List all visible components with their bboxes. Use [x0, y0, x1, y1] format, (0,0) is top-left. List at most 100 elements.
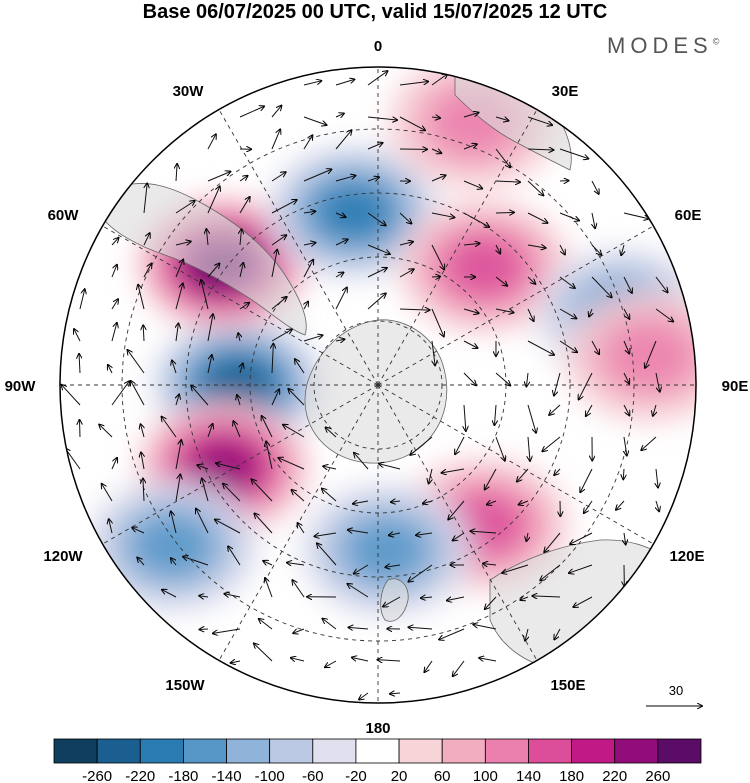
wind-vector — [240, 363, 243, 374]
wind-vector — [559, 148, 588, 159]
wind-vector — [464, 404, 466, 431]
wind-vector — [431, 74, 447, 86]
wind-vector — [359, 692, 369, 700]
wind-vector — [431, 212, 454, 217]
wind-vector — [79, 289, 85, 310]
wind-vector — [335, 213, 345, 217]
meridian-line — [377, 109, 538, 386]
wind-vector — [453, 660, 465, 676]
negative-anomaly-blob — [348, 520, 426, 580]
wind-vector — [200, 629, 209, 630]
wind-vector — [271, 389, 279, 406]
wind-vector — [655, 308, 673, 322]
colorbar-tick-label: 60 — [434, 768, 451, 783]
wind-vector — [623, 468, 624, 479]
wind-vector — [559, 276, 575, 288]
wind-vector — [367, 268, 387, 278]
colorbar-swatch — [484, 738, 529, 764]
wind-vector — [470, 531, 497, 533]
wind-vector — [239, 176, 248, 182]
wind-vector — [479, 658, 497, 661]
wind-vector — [367, 293, 386, 310]
brand-text: MODES — [607, 33, 713, 58]
wind-vector — [143, 264, 151, 278]
colorbar-tick-label: -180 — [168, 768, 198, 783]
wind-vector — [265, 578, 273, 598]
wind-vector — [559, 212, 579, 221]
meridian-line — [218, 384, 379, 661]
wind-vector — [240, 229, 242, 246]
wind-vector — [175, 283, 183, 310]
wind-vector — [353, 501, 369, 504]
wind-vector — [111, 299, 118, 310]
colorbar-swatch — [53, 738, 98, 764]
wind-vector — [431, 276, 440, 277]
wind-vector — [485, 596, 497, 609]
wind-vector — [424, 660, 433, 672]
wind-vector — [62, 385, 81, 406]
wind-vector — [570, 532, 593, 544]
wind-vector — [655, 372, 660, 392]
wind-vector — [399, 212, 411, 224]
colorbar-swatch — [139, 738, 184, 764]
wind-vector — [495, 276, 507, 286]
wind-vector — [367, 71, 387, 86]
wind-vector — [216, 463, 241, 470]
wind-vector — [143, 325, 144, 342]
wind-vector — [303, 135, 312, 150]
wind-vector — [554, 468, 561, 475]
wind-vector — [421, 597, 433, 598]
wind-vector — [399, 309, 429, 310]
wind-vector — [348, 627, 369, 629]
wind-vector — [322, 619, 337, 630]
wind-vector — [641, 436, 657, 450]
meridian-line — [377, 384, 538, 661]
wind-vector — [183, 557, 209, 566]
wind-vector — [176, 164, 177, 182]
wind-vector — [239, 197, 250, 214]
wind-vector — [175, 241, 191, 245]
wind-vector — [288, 389, 305, 406]
lon-label-60e: 60E — [675, 207, 702, 224]
colorbar-tick-label: 220 — [602, 768, 627, 783]
wind-vector — [79, 420, 80, 438]
wind-vector — [176, 323, 178, 342]
brand-mark: © — [712, 36, 720, 47]
wind-vector — [291, 658, 305, 661]
wind-vector — [573, 596, 593, 607]
wind-vector — [175, 440, 181, 470]
wind-vector — [447, 596, 465, 600]
wind-vector — [271, 297, 287, 310]
map-disk — [60, 67, 696, 703]
colorbar-tick-label: -140 — [212, 768, 242, 783]
wind-vector — [143, 479, 144, 502]
wind-vector — [624, 436, 627, 456]
wind-vector — [559, 244, 565, 254]
wind-vector — [111, 323, 117, 342]
positive-anomaly-blob — [190, 441, 257, 493]
wind-vector — [303, 116, 326, 125]
wind-vector — [228, 546, 241, 566]
wind-vector — [223, 484, 241, 502]
wind-vector — [74, 329, 81, 342]
wind-vector — [303, 243, 315, 245]
wind-vector — [171, 512, 177, 534]
wind-vector — [143, 233, 150, 246]
lon-label-180: 180 — [365, 720, 390, 737]
wind-vector — [624, 532, 626, 544]
colorbar-tick-label: 20 — [391, 768, 408, 783]
wind-vector — [410, 436, 433, 455]
wind-vector — [390, 693, 401, 694]
wind-vector — [231, 661, 241, 663]
colorbar-tick-label: -260 — [82, 768, 112, 783]
wind-vector — [367, 143, 383, 150]
wind-vector — [335, 288, 347, 310]
wind-vector — [439, 628, 465, 640]
wind-vector — [175, 474, 180, 502]
wind-vector — [527, 116, 552, 125]
wind-vector — [303, 81, 321, 86]
wind-vector — [526, 532, 528, 541]
wind-vector — [176, 395, 179, 406]
colorbar-swatch — [355, 738, 400, 764]
wind-vector — [495, 212, 514, 213]
